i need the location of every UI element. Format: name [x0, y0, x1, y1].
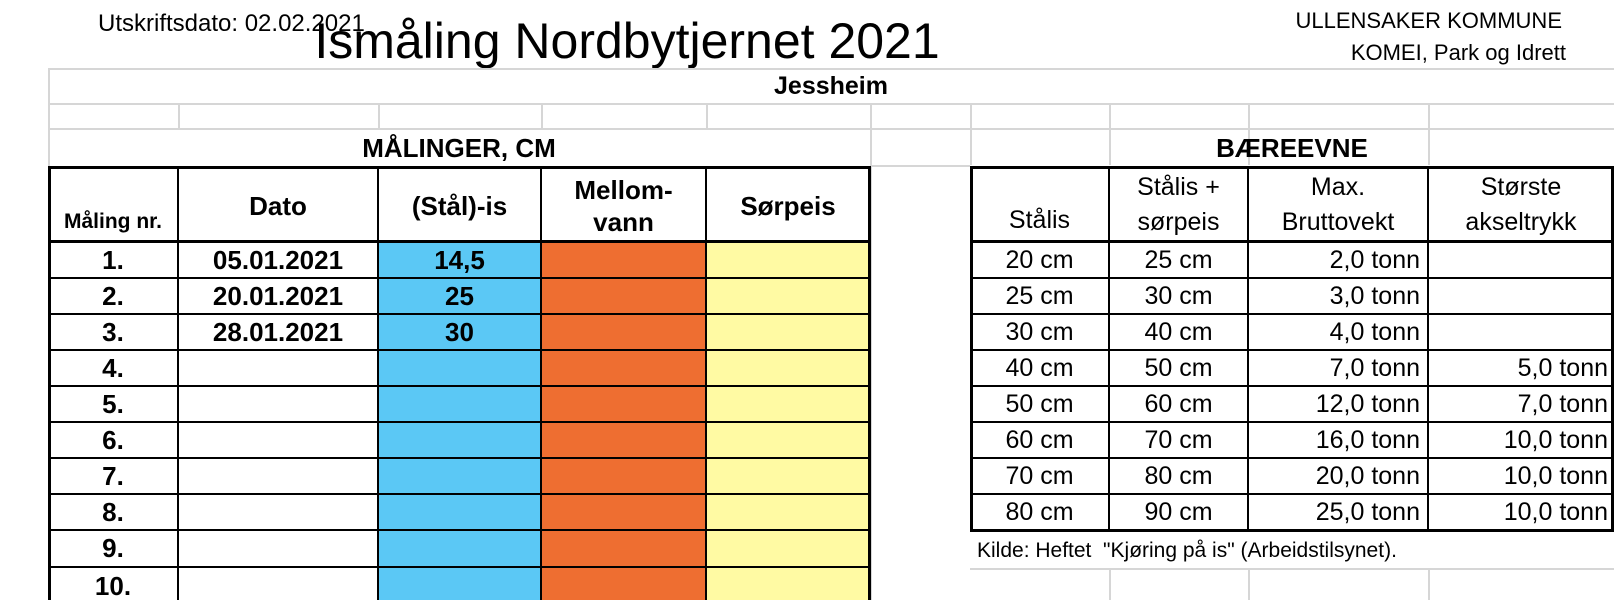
cap-col-header-mixed-line2: sørpeis	[1137, 208, 1220, 236]
cap-col-header-weight-line1: Max.	[1310, 173, 1366, 201]
row5-nr: 5.	[102, 388, 124, 419]
col-header-water: Mellom- vann	[541, 170, 706, 242]
col-header-slush: Sørpeis	[740, 190, 836, 221]
cap-row5-steel: 50 cm	[1005, 389, 1074, 418]
col-header-water-line2: vann	[593, 207, 654, 237]
cap-row5-axle: 7,0 tonn	[1517, 389, 1608, 418]
cap-col-header-mixed: Stålis + sørpeis	[1109, 170, 1248, 240]
cap-row7-weight: 20,0 tonn	[1315, 461, 1420, 490]
row3-date: 28.01.2021	[212, 316, 344, 347]
cap-row1-mixed: 25 cm	[1144, 245, 1213, 274]
col-header-ice: (Stål)-is	[411, 190, 508, 221]
cap-col-header-axle-line1: Største	[1480, 173, 1562, 201]
page-title: Ismåling Nordbytjernet 2021	[314, 13, 940, 69]
cap-row3-mixed: 40 cm	[1144, 317, 1213, 346]
cap-row1-weight: 2,0 tonn	[1329, 245, 1420, 274]
row2-ice: 25	[445, 280, 474, 311]
cap-col-header-weight-line2: Bruttovekt	[1281, 208, 1395, 236]
cap-row2-weight: 3,0 tonn	[1329, 281, 1420, 310]
row4-nr: 4.	[102, 352, 124, 383]
cap-row8-steel: 80 cm	[1005, 497, 1074, 526]
org-department: KOMEI, Park og Idrett	[1350, 40, 1566, 65]
capacity-section-title: BÆREEVNE	[1216, 133, 1368, 163]
cap-col-header-axle-line2: akseltrykk	[1465, 208, 1577, 236]
col-header-water-line1: Mellom-	[574, 175, 673, 205]
cap-row7-axle: 10,0 tonn	[1503, 461, 1608, 490]
row1-date: 05.01.2021	[212, 244, 344, 275]
cap-row6-steel: 60 cm	[1005, 425, 1074, 454]
measurements-table: MÅLINGER, CM Måling nr. Dato (Stål)-is M…	[48, 133, 871, 601]
row3-ice: 30	[445, 316, 474, 347]
cap-row6-mixed: 70 cm	[1144, 425, 1213, 454]
row8-nr: 8.	[102, 496, 124, 527]
cap-row8-mixed: 90 cm	[1144, 497, 1213, 526]
cap-row8-weight: 25,0 tonn	[1315, 497, 1420, 526]
cap-row2-steel: 25 cm	[1005, 281, 1074, 310]
print-date: Utskriftsdato: 02.02.2021	[98, 10, 365, 37]
cap-col-header-mixed-line1: Stålis +	[1137, 173, 1220, 201]
row2-date: 20.01.2021	[212, 280, 344, 311]
col-header-date: Dato	[249, 190, 307, 221]
row6-nr: 6.	[102, 424, 124, 455]
cap-row8-axle: 10,0 tonn	[1503, 497, 1608, 526]
cap-row7-mixed: 80 cm	[1144, 461, 1213, 490]
cap-col-header-weight: Max. Bruttovekt	[1248, 170, 1428, 240]
location-label: Jessheim	[774, 72, 888, 100]
row1-nr: 1.	[102, 244, 124, 275]
cap-row7-steel: 70 cm	[1005, 461, 1074, 490]
cap-row5-weight: 12,0 tonn	[1315, 389, 1420, 418]
cap-row4-weight: 7,0 tonn	[1329, 353, 1420, 382]
cap-row3-weight: 4,0 tonn	[1329, 317, 1420, 346]
row9-nr: 9.	[102, 532, 124, 563]
cap-col-header-steel: Stålis	[1008, 206, 1071, 234]
cap-row4-mixed: 50 cm	[1144, 353, 1213, 382]
row10-nr: 10.	[94, 570, 132, 601]
row7-nr: 7.	[102, 460, 124, 491]
row1-ice: 14,5	[434, 244, 485, 275]
source-note: Kilde: Heftet "Kjøring på is" (Arbeidsti…	[977, 539, 1397, 562]
cap-row5-mixed: 60 cm	[1144, 389, 1213, 418]
cap-row4-steel: 40 cm	[1005, 353, 1074, 382]
cap-row4-axle: 5,0 tonn	[1517, 353, 1608, 382]
cap-row6-weight: 16,0 tonn	[1315, 425, 1420, 454]
cap-row3-steel: 30 cm	[1005, 317, 1074, 346]
cap-row1-steel: 20 cm	[1005, 245, 1074, 274]
org-name: ULLENSAKER KOMMUNE	[1295, 8, 1562, 33]
cap-col-header-axle: Største akseltrykk	[1428, 170, 1614, 240]
capacity-table: BÆREEVNE Stålis Stålis + sørpeis Max. Br…	[870, 0, 1614, 600]
row2-nr: 2.	[102, 280, 124, 311]
measurements-section-title: MÅLINGER, CM	[362, 133, 556, 163]
row3-nr: 3.	[102, 316, 124, 347]
col-header-nr: Måling nr.	[63, 210, 162, 233]
cap-row2-mixed: 30 cm	[1144, 281, 1213, 310]
cap-row6-axle: 10,0 tonn	[1503, 425, 1608, 454]
